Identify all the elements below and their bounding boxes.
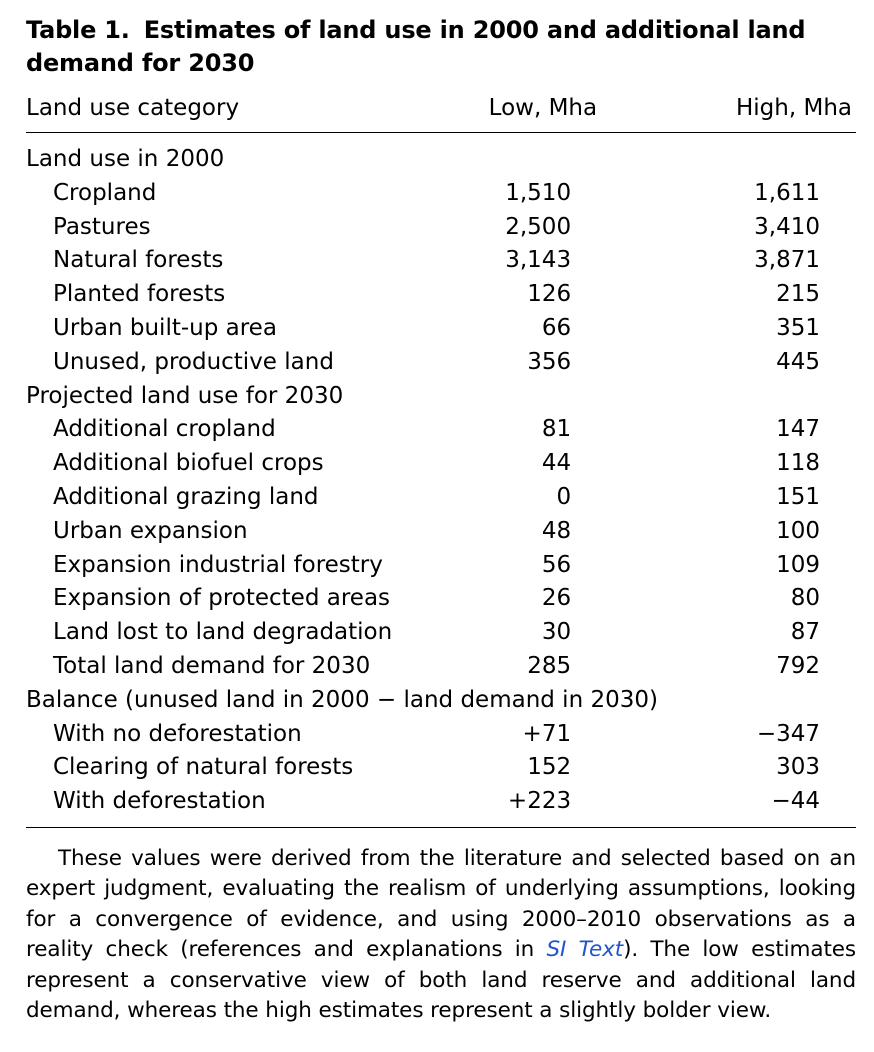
table-row: Expansion of protected areas 26 80	[26, 582, 856, 616]
row-label: Natural forests	[53, 247, 224, 274]
high-value: 1,611	[754, 179, 820, 206]
section-label: Projected land use for 2030	[26, 382, 344, 409]
low-value: 44	[541, 450, 572, 477]
table-row: Land lost to land degradation 30 87	[26, 616, 856, 650]
low-value: 81	[541, 416, 572, 443]
high-value: −44	[771, 788, 820, 815]
table-title-text: Estimates of land use in 2000 and additi…	[26, 16, 806, 77]
row-label: Unused, productive land	[53, 348, 334, 375]
section-row: Land use in 2000	[26, 133, 856, 177]
table-row: Additional cropland 81 147	[26, 413, 856, 447]
low-value: +223	[507, 788, 572, 815]
table-row: Additional biofuel crops 44 118	[26, 447, 856, 481]
low-value: 66	[541, 314, 572, 341]
low-value: 0	[556, 483, 572, 510]
row-label: Urban built-up area	[53, 314, 277, 341]
footnote-text-after: ). The low estimates represent a conserv…	[26, 937, 857, 1024]
row-label: Expansion industrial forestry	[53, 551, 383, 578]
high-value: 87	[790, 619, 820, 646]
row-label: Expansion of protected areas	[53, 585, 391, 612]
low-value: 1,510	[505, 179, 572, 206]
row-label: Urban expansion	[53, 517, 248, 544]
row-label: Clearing of natural forests	[53, 754, 354, 781]
row-label: Pastures	[53, 213, 151, 240]
table-label: Table 1.	[26, 16, 130, 44]
table-row: Urban built-up area 66 351	[26, 312, 856, 346]
header-low: Low, Mha	[392, 94, 642, 133]
low-value: 152	[527, 754, 572, 781]
table-row: With deforestation +223 −44	[26, 785, 856, 827]
header-category: Land use category	[26, 94, 393, 133]
footnote-text-before: These values were derived from the liter…	[26, 845, 856, 963]
high-value: 3,410	[754, 213, 820, 240]
low-value	[392, 133, 641, 177]
high-value: 118	[776, 450, 820, 477]
row-label: With no deforestation	[53, 720, 302, 747]
high-value: 147	[776, 416, 820, 443]
low-value: 3,143	[505, 247, 572, 274]
high-value	[641, 684, 856, 718]
low-value: 2,500	[505, 213, 572, 240]
table-row: Planted forests 126 215	[26, 278, 856, 312]
row-label: Additional cropland	[53, 416, 276, 443]
table-row: Pastures 2,500 3,410	[26, 211, 856, 245]
low-value: 26	[541, 585, 572, 612]
table-row: Unused, productive land 356 445	[26, 346, 856, 380]
high-value: −347	[756, 720, 820, 747]
low-value: 356	[527, 348, 572, 375]
table-row: Expansion industrial forestry 56 109	[26, 549, 856, 583]
high-value: 215	[776, 281, 820, 308]
si-text-link[interactable]: SI Text	[546, 937, 624, 963]
land-use-table: Land use category Low, Mha High, Mha Lan…	[26, 94, 856, 828]
low-value	[392, 380, 641, 414]
table-row: With no deforestation +71 −347	[26, 718, 856, 752]
low-value: +71	[522, 720, 572, 747]
low-value: 285	[527, 652, 572, 679]
document-page: Table 1. Estimates of land use in 2000 an…	[26, 14, 856, 1048]
header-high: High, Mha	[641, 94, 856, 133]
table-row: Urban expansion 48 100	[26, 515, 856, 549]
table-row: Total land demand for 2030 285 792	[26, 650, 856, 684]
section-row: Balance (unused land in 2000 − land dema…	[26, 684, 856, 718]
high-value: 109	[776, 551, 820, 578]
low-value: 56	[541, 551, 572, 578]
high-value: 100	[776, 517, 820, 544]
row-label: With deforestation	[53, 788, 266, 815]
table-header-row: Land use category Low, Mha High, Mha	[26, 94, 856, 133]
row-label: Land lost to land degradation	[53, 619, 393, 646]
high-value	[641, 380, 856, 414]
table-row: Clearing of natural forests 152 303	[26, 751, 856, 785]
high-value: 80	[790, 585, 820, 612]
row-label: Cropland	[53, 179, 157, 206]
high-value: 303	[776, 754, 820, 781]
section-label: Land use in 2000	[26, 146, 225, 172]
high-value: 351	[776, 314, 820, 341]
high-value	[641, 133, 856, 177]
low-value: 30	[541, 619, 572, 646]
row-label: Additional grazing land	[53, 483, 319, 510]
section-label: Balance (unused land in 2000 − land dema…	[26, 686, 658, 713]
table-row: Cropland 1,510 1,611	[26, 177, 856, 211]
high-value: 3,871	[754, 247, 820, 274]
low-value: 126	[527, 281, 572, 308]
table-title: Table 1. Estimates of land use in 2000 an…	[26, 14, 856, 80]
high-value: 792	[776, 652, 820, 679]
table-row: Additional grazing land 0 151	[26, 481, 856, 515]
row-label: Planted forests	[53, 281, 226, 308]
high-value: 445	[776, 348, 820, 375]
row-label: Total land demand for 2030	[53, 652, 371, 679]
high-value: 151	[776, 483, 820, 510]
table-row: Natural forests 3,143 3,871	[26, 244, 856, 278]
low-value: 48	[541, 517, 572, 544]
section-row: Projected land use for 2030	[26, 380, 856, 414]
row-label: Additional biofuel crops	[53, 450, 324, 477]
table-footnote: These values were derived from the liter…	[26, 844, 856, 1027]
table-body: Land use in 2000 Cropland 1,510 1,611 Pastur…	[26, 133, 856, 828]
